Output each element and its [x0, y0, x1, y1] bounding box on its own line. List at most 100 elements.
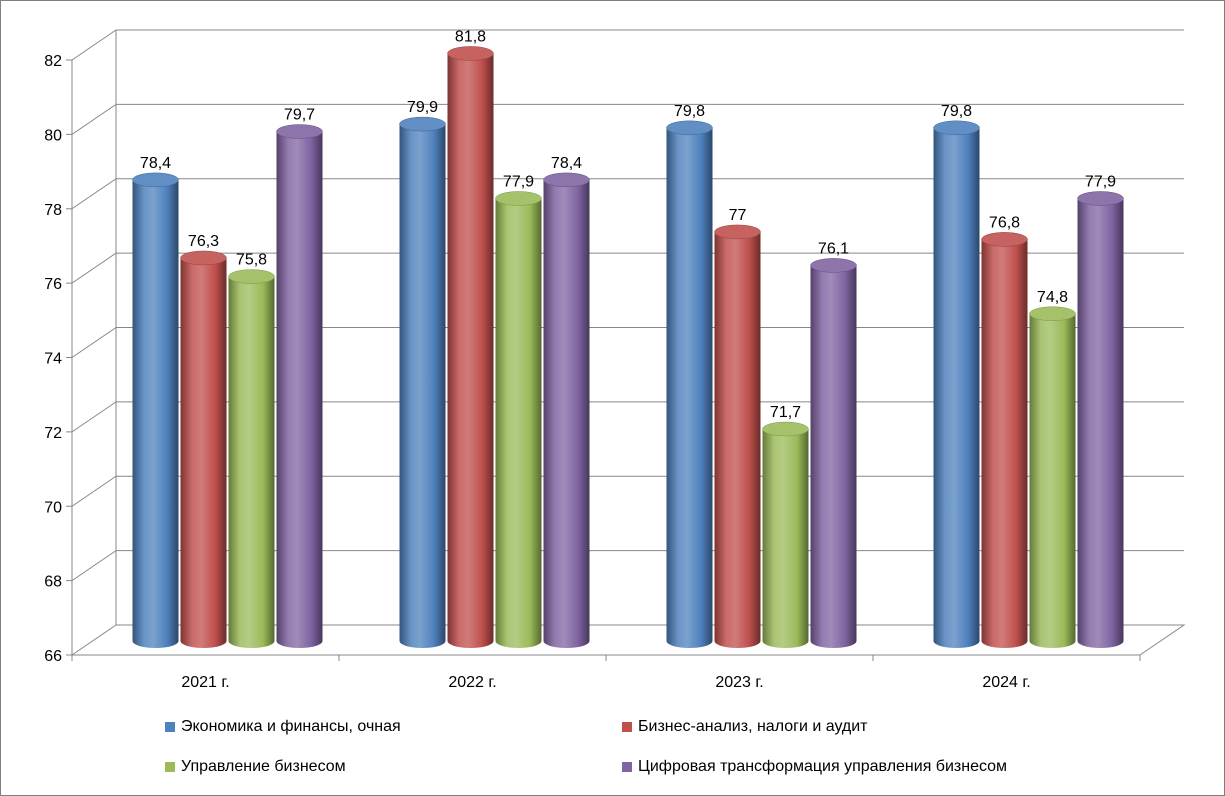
bar-top	[1077, 191, 1124, 206]
bar-body	[1029, 313, 1076, 649]
bar-body	[666, 127, 713, 649]
bar	[1029, 306, 1076, 649]
legend-item-biznes-analiz: Бизнес-анализ, налоги и аудит	[622, 718, 868, 736]
bar-body	[276, 131, 323, 649]
legend-item-upravlenie: Управление бизнесом	[165, 758, 346, 776]
category-label: 2024 г.	[982, 674, 1030, 691]
bar	[1077, 191, 1124, 649]
bar-top	[762, 421, 809, 437]
bar-top	[399, 116, 446, 132]
data-label: 76,3	[188, 233, 219, 250]
data-label: 78,4	[551, 155, 582, 172]
legend-label: Управление бизнесом	[181, 758, 346, 775]
legend-swatch	[622, 722, 632, 732]
bar-top	[666, 120, 713, 136]
bar-top	[933, 120, 980, 136]
y-tick-label: 82	[44, 53, 62, 70]
data-label: 79,8	[941, 103, 972, 120]
bar-top	[495, 191, 542, 206]
legend-label: Бизнес-анализ, налоги и аудит	[638, 718, 868, 735]
legend-label: Экономика и финансы, очная	[181, 718, 401, 735]
bar	[228, 269, 275, 649]
y-tick-label: 80	[44, 127, 62, 144]
bar-body	[1077, 198, 1124, 649]
bar-body	[714, 231, 761, 649]
category-label: 2021 г.	[181, 674, 229, 691]
gridline-diag	[71, 624, 117, 656]
data-label: 74,8	[1037, 289, 1068, 306]
legend: Экономика и финансы, очная Бизнес-анализ…	[0, 700, 1225, 790]
data-label: 79,8	[674, 103, 705, 120]
bar	[666, 120, 713, 649]
data-label: 75,8	[236, 252, 267, 269]
data-label: 78,4	[140, 155, 171, 172]
legend-label: Цифровая трансформация управления бизнес…	[638, 758, 1008, 775]
bar	[762, 421, 809, 649]
bar-top	[981, 232, 1028, 247]
axes	[66, 30, 1186, 661]
gridline-diag	[71, 550, 117, 582]
chart-plot: 66 68 70 72 74 76 78 80 82 78,4 76,3 75,8 79,7 79,9 8…	[44, 28, 1186, 691]
bar	[399, 116, 446, 649]
category-label: 2022 г.	[448, 674, 496, 691]
legend-swatch	[165, 722, 175, 732]
data-label: 77	[729, 207, 747, 224]
bar	[495, 191, 542, 649]
bar	[447, 46, 494, 649]
legend-item-ekonomika: Экономика и финансы, очная	[165, 718, 401, 736]
legend-item-cifrovaya: Цифровая трансформация управления бизнес…	[622, 758, 1007, 776]
data-labels: 78,4 76,3 75,8 79,7 79,9 81,8 77,9 78,4 79,8 77 71…	[140, 28, 1116, 421]
bar-top	[228, 269, 275, 284]
gridline-diag	[71, 475, 117, 507]
bar	[276, 124, 323, 649]
y-tick-label: 66	[44, 648, 62, 665]
bar-body	[762, 429, 809, 649]
data-label: 77,9	[1085, 173, 1116, 190]
legend-swatch	[165, 762, 175, 772]
y-tick-label: 70	[44, 499, 62, 516]
gridline-diag	[71, 327, 117, 358]
bar-top	[276, 124, 323, 139]
bar-body	[495, 198, 542, 649]
bar	[543, 172, 590, 649]
y-tick-label: 78	[44, 202, 62, 219]
bar	[180, 250, 227, 649]
data-label: 77,9	[503, 173, 534, 190]
gridline-diag	[71, 29, 117, 61]
bar-body	[810, 265, 857, 649]
data-label: 81,8	[455, 28, 486, 45]
bar	[810, 258, 857, 649]
bar-body	[399, 124, 446, 649]
bar-top	[714, 224, 761, 240]
y-tick-label: 72	[44, 425, 62, 442]
bar-top	[1029, 306, 1076, 321]
data-label: 76,1	[818, 240, 849, 257]
category-labels: 2021 г. 2022 г. 2023 г. 2024 г.	[181, 674, 1030, 691]
category-label: 2023 г.	[715, 674, 763, 691]
bar-top	[447, 46, 494, 61]
data-label: 79,9	[407, 99, 438, 116]
bar-body	[228, 276, 275, 649]
data-label: 76,8	[989, 214, 1020, 231]
y-tick-label: 68	[44, 574, 62, 591]
bar	[933, 120, 980, 649]
legend-swatch	[622, 762, 632, 772]
bar-top	[543, 172, 590, 188]
gridline-diag	[71, 252, 117, 284]
bar	[981, 232, 1028, 649]
bar-top	[810, 258, 857, 273]
bar-top	[180, 250, 227, 266]
data-label: 79,7	[284, 107, 315, 124]
bar-top	[132, 172, 179, 188]
gridline-diag	[71, 178, 117, 210]
bar-body	[132, 179, 179, 649]
y-tick-labels: 66 68 70 72 74 76 78 80 82	[44, 53, 62, 665]
gridline-diag	[71, 401, 117, 433]
bar-body	[981, 239, 1028, 649]
y-tick-label: 76	[44, 276, 62, 293]
gridline-diag	[71, 103, 117, 135]
bar	[714, 224, 761, 649]
bar-body	[180, 257, 227, 649]
bar	[132, 172, 179, 649]
bars	[132, 46, 1124, 649]
